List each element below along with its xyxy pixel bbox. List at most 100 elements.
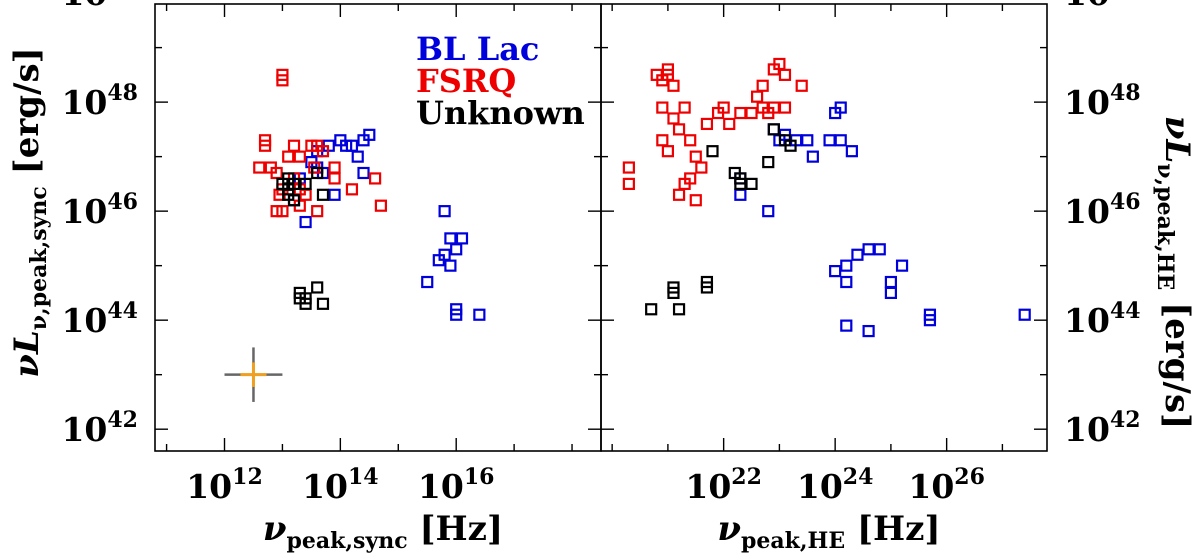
- data-point: [473, 308, 486, 321]
- data-point: [351, 150, 364, 163]
- data-point: [734, 188, 747, 201]
- y-tick-label-right: 1048: [1064, 80, 1141, 122]
- data-point: [438, 205, 451, 218]
- y-tick-label-left: 1048: [61, 80, 138, 122]
- data-point: [444, 259, 457, 272]
- data-point: [276, 205, 289, 218]
- series-unknown-right: [645, 123, 797, 316]
- data-point: [328, 188, 341, 201]
- error-cross: [224, 347, 283, 402]
- data-point: [840, 275, 853, 289]
- data-point: [784, 139, 797, 152]
- data-point: [795, 79, 808, 92]
- data-point: [762, 155, 775, 169]
- data-point: [845, 145, 858, 158]
- data-point: [706, 145, 719, 158]
- legend-entry: BL Lac: [416, 30, 539, 68]
- data-point: [421, 275, 434, 289]
- data-point: [756, 101, 769, 114]
- labels-layer: 1012 1014 1016 1050 1048 1046 1044 1042 νpeak,sy…: [7, 0, 1197, 554]
- data-point: [895, 259, 909, 272]
- data-point: [345, 183, 359, 196]
- data-point: [823, 134, 836, 147]
- data-point: [684, 134, 697, 147]
- data-point: [840, 319, 853, 332]
- x-axis-title-right: νpeak,HE [Hz]: [717, 509, 940, 554]
- x-tick-label: 1016: [418, 464, 495, 506]
- x-tick-label: 1026: [908, 464, 985, 506]
- plot-frame-left: [154, 3, 602, 452]
- data-point: [884, 286, 898, 300]
- data-point: [884, 275, 898, 289]
- data-point: [834, 134, 847, 147]
- data-point: [656, 134, 669, 147]
- data-point: [293, 292, 306, 305]
- series-unknown-left: [276, 166, 330, 310]
- series-fsrq-right: [622, 57, 808, 207]
- x-tick-label: 1022: [685, 464, 762, 506]
- data-point: [745, 177, 758, 190]
- data-point: [667, 79, 680, 92]
- data-point: [357, 166, 370, 180]
- frames-layer: [154, 3, 1048, 452]
- y-tick-label-right: 1042: [1064, 407, 1141, 449]
- data-point: [363, 128, 376, 141]
- y-tick-label-right: 1044: [1064, 298, 1141, 340]
- data-point: [253, 161, 266, 174]
- data-point: [328, 161, 341, 174]
- data-point: [311, 205, 324, 218]
- legend-entry: FSRQ: [416, 62, 516, 100]
- data-point: [801, 134, 814, 147]
- data-point: [444, 232, 457, 245]
- x-tick-label: 1014: [302, 464, 379, 506]
- data-point: [656, 101, 669, 114]
- plot-frame-right: [600, 3, 1048, 452]
- data-point: [689, 194, 702, 207]
- data-point: [672, 188, 686, 201]
- y-tick-label-right: 1050: [1064, 0, 1141, 13]
- y-tick-label-left: 1046: [61, 189, 138, 231]
- points-layer: [224, 57, 1031, 402]
- data-point: [1018, 308, 1031, 321]
- data-point: [299, 177, 312, 190]
- data-point: [762, 205, 775, 218]
- data-point: [734, 172, 747, 185]
- x-tick-label: 1024: [797, 464, 874, 506]
- data-point: [829, 265, 842, 278]
- data-point: [282, 150, 295, 163]
- data-point: [700, 281, 714, 294]
- data-point: [645, 303, 658, 316]
- data-point: [293, 150, 306, 163]
- data-point: [287, 139, 301, 152]
- data-point: [745, 106, 758, 120]
- data-point: [695, 161, 708, 174]
- data-point: [923, 314, 937, 327]
- y-tick-label-right: 1046: [1064, 189, 1141, 231]
- data-point: [622, 161, 635, 174]
- data-point: [750, 90, 764, 103]
- data-point: [684, 172, 697, 185]
- x-tick-label: 1012: [186, 464, 263, 506]
- data-point: [276, 74, 289, 87]
- data-point: [767, 123, 780, 136]
- ticks-layer: [155, 4, 1047, 451]
- data-point: [778, 68, 792, 81]
- data-point: [723, 117, 736, 131]
- data-point: [689, 150, 702, 163]
- data-point: [700, 117, 714, 131]
- data-point: [374, 199, 387, 212]
- data-point: [282, 183, 295, 196]
- y-axis-title-right: νLν,peak,HE [erg/s]: [1152, 116, 1197, 429]
- y-tick-label-left: 1042: [61, 407, 138, 449]
- data-point: [455, 232, 469, 245]
- data-point: [661, 145, 675, 158]
- series-bl-lac-left: [287, 128, 486, 321]
- y-tick-label-left: 1050: [61, 0, 138, 13]
- data-point: [316, 297, 330, 310]
- data-point: [258, 139, 272, 152]
- data-point: [873, 243, 886, 256]
- legend-entry: Unknown: [416, 94, 585, 132]
- y-tick-label-left: 1044: [61, 298, 138, 340]
- data-point: [345, 139, 359, 152]
